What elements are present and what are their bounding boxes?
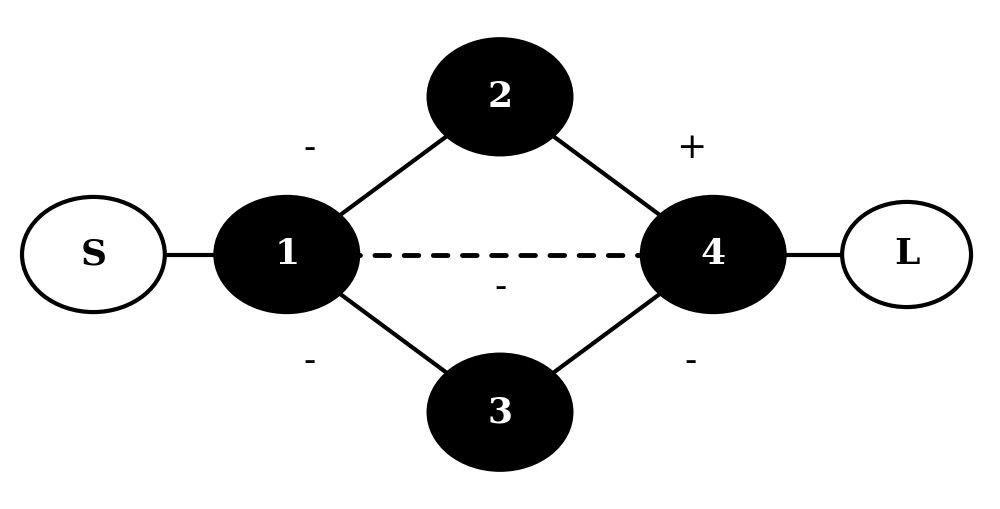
Text: -: - bbox=[303, 344, 315, 378]
Text: L: L bbox=[894, 238, 919, 271]
Text: 2: 2 bbox=[487, 80, 513, 114]
Ellipse shape bbox=[215, 197, 358, 312]
Ellipse shape bbox=[22, 197, 165, 312]
Text: 4: 4 bbox=[701, 238, 726, 271]
Text: 3: 3 bbox=[487, 395, 513, 429]
Ellipse shape bbox=[842, 202, 971, 307]
Text: +: + bbox=[676, 131, 706, 165]
Ellipse shape bbox=[642, 197, 785, 312]
Text: -: - bbox=[494, 270, 506, 304]
Text: 1: 1 bbox=[274, 238, 299, 271]
Text: -: - bbox=[303, 131, 315, 165]
Ellipse shape bbox=[429, 355, 571, 470]
Text: S: S bbox=[80, 238, 106, 271]
Text: -: - bbox=[685, 344, 697, 378]
Ellipse shape bbox=[429, 39, 571, 154]
